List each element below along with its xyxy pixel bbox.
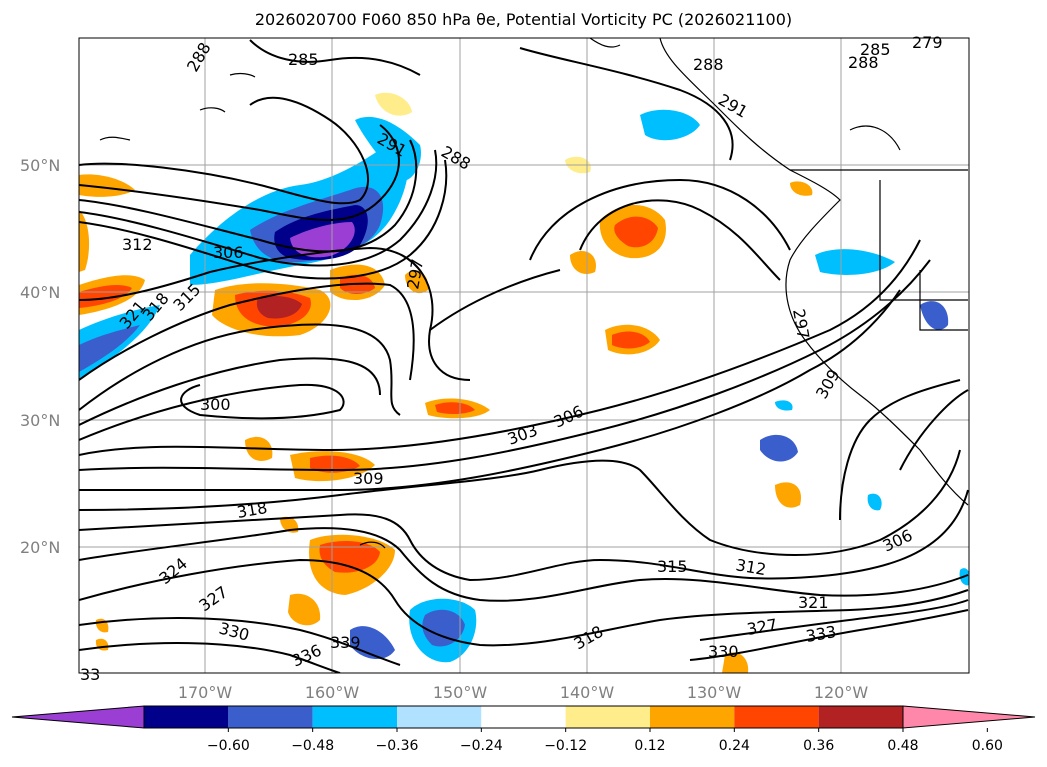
colorbar: −0.60 −0.48 −0.36 −0.24 −0.12 0.12 0.24 0.36 0.4… — [11, 705, 1036, 754]
colorbar-swatch — [565, 706, 650, 728]
contour-label: 309 — [353, 469, 384, 488]
theta-e-contours — [79, 39, 969, 673]
lon-label-130w: 130°W — [687, 683, 742, 702]
colorbar-swatch — [734, 706, 819, 728]
colorbar-extend-low — [11, 705, 145, 729]
contour-label: 312 — [122, 235, 153, 254]
lon-label-150w: 150°W — [433, 683, 488, 702]
longitude-labels: 170°W 160°W 150°W 140°W 130°W 120°W — [178, 683, 869, 702]
lon-label-140w: 140°W — [560, 683, 615, 702]
contour-label: 33 — [80, 665, 100, 684]
contour-label: 300 — [200, 395, 231, 414]
contour-label: 315 — [657, 557, 688, 576]
colorbar-swatch — [144, 706, 229, 728]
contour-label: 339 — [330, 633, 361, 652]
contour-label: 330 — [708, 642, 739, 661]
lon-label-160w: 160°W — [305, 683, 360, 702]
colorbar-swatch — [650, 706, 735, 728]
colorbar-tick-label: 0.48 — [887, 738, 918, 754]
lat-label-50n: 50°N — [20, 156, 60, 175]
map-frame — [78, 37, 970, 674]
colorbar-swatch — [228, 706, 313, 728]
colorbar-tick-label: −0.36 — [376, 738, 419, 754]
colorbar-extend-high — [902, 705, 1036, 729]
colorbar-tick-label: −0.24 — [460, 738, 503, 754]
colorbar-tick-label: 0.36 — [803, 738, 834, 754]
lat-label-30n: 30°N — [20, 411, 60, 430]
colorbar-swatch — [312, 706, 397, 728]
contour-label: 288 — [848, 53, 879, 72]
latitude-labels: 50°N 40°N 30°N 20°N — [20, 156, 60, 557]
colorbar-outline — [143, 705, 904, 729]
contour-label: 321 — [798, 593, 829, 612]
map-title: 2026020700 F060 850 hPa θe, Potential Vo… — [254, 10, 793, 29]
colorbar-tick-label: 0.12 — [634, 738, 665, 754]
colorbar-swatch — [818, 706, 903, 728]
colorbar-tick-label: 0.24 — [719, 738, 750, 754]
contour-label: 306 — [213, 243, 244, 262]
contour-label: 288 — [693, 55, 724, 74]
colorbar-tick-label: −0.60 — [207, 738, 250, 754]
colorbar-swatch — [481, 706, 566, 728]
lat-label-20n: 20°N — [20, 538, 60, 557]
colorbar-swatch — [397, 706, 482, 728]
lat-label-40n: 40°N — [20, 283, 60, 302]
colorbar-tick-label: 0.60 — [972, 738, 1003, 754]
lon-label-170w: 170°W — [178, 683, 233, 702]
colorbar-tick-label: −0.12 — [544, 738, 587, 754]
lon-label-120w: 120°W — [814, 683, 869, 702]
colorbar-tick-label: −0.48 — [291, 738, 334, 754]
graticule — [79, 38, 969, 673]
contour-label: 285 — [860, 40, 891, 59]
contour-label: 279 — [912, 33, 943, 52]
coastlines — [99, 38, 969, 549]
contour-label: 285 — [288, 50, 319, 69]
